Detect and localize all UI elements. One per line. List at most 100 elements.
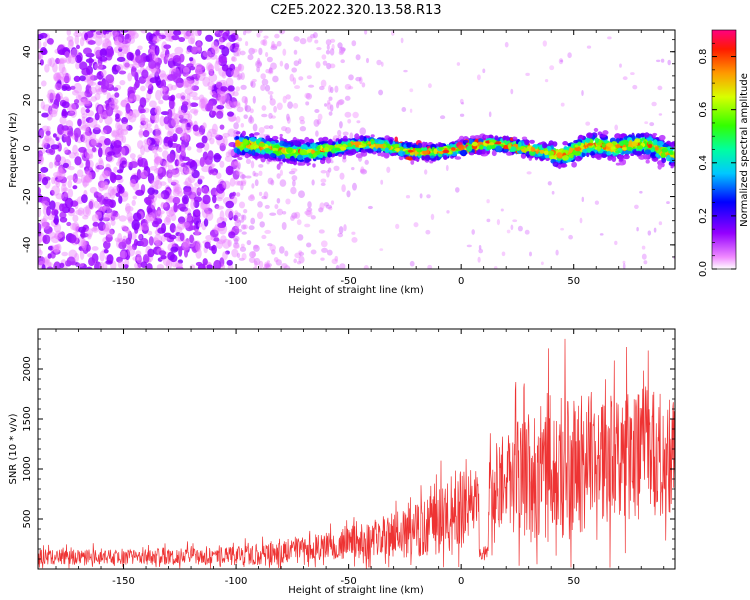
- spectrogram-cell: [135, 189, 145, 196]
- spectrogram-cell: [283, 265, 291, 269]
- spectrogram-cell: [208, 68, 215, 77]
- spectrogram-cell: [391, 152, 397, 156]
- spectrogram-cell: [86, 266, 93, 269]
- spectrogram-cell: [622, 154, 630, 160]
- spectrogram-cell: [58, 168, 67, 174]
- spectrogram-cell: [39, 148, 46, 155]
- spectrogram-cell: [517, 225, 523, 232]
- spectrogram-cell: [405, 156, 413, 161]
- spectrogram-cell: [348, 74, 354, 81]
- spectrogram-cell: [249, 114, 253, 123]
- spectrogram-cell: [255, 60, 263, 68]
- spectrogram-cell: [324, 103, 328, 107]
- spectrogram-cell: [252, 123, 258, 132]
- spectrogram-cell: [153, 157, 162, 164]
- spectrogram-cell: [115, 121, 121, 131]
- spectrogram-cell: [340, 59, 345, 64]
- spectrogram-cell: [322, 60, 328, 66]
- spectrogram-cell: [334, 147, 341, 151]
- spectrogram-cell: [159, 181, 167, 186]
- spectrogram-cell: [189, 79, 194, 91]
- spectrogram-cell: [585, 121, 591, 126]
- spectrogram-cell: [154, 156, 161, 165]
- spectrogram-cell: [344, 83, 352, 90]
- spectrogram-cell: [299, 37, 307, 45]
- spectrogram-cell: [471, 141, 478, 147]
- spectrogram-cell: [258, 126, 265, 134]
- spectrogram-cell: [364, 159, 369, 165]
- spectrogram-cell: [304, 92, 311, 99]
- spectrogram-cell: [240, 243, 245, 248]
- spectrogram-cell: [43, 214, 48, 222]
- spectrogram-cell: [207, 64, 215, 72]
- spectrogram-cell: [324, 151, 328, 158]
- spectrogram-cell: [104, 38, 110, 44]
- spectrogram-cell: [46, 205, 51, 217]
- spectrogram-cell: [237, 73, 243, 80]
- spectrogram-cell: [172, 196, 181, 205]
- spectrogram-cell: [256, 211, 264, 220]
- spectrogram-cell: [42, 104, 52, 112]
- spectrogram-y-label: Frequency (Hz): [8, 112, 19, 188]
- spectrogram-cell: [51, 208, 59, 216]
- spectrogram-cell: [402, 151, 406, 156]
- spectrogram-cell: [556, 152, 563, 158]
- spectrogram-cell: [327, 151, 333, 158]
- spectrogram-cell: [143, 196, 152, 204]
- spectrogram-cell: [298, 251, 305, 257]
- spectrogram-cell: [42, 234, 51, 245]
- spectrogram-cell: [191, 186, 198, 195]
- spectrogram-cell: [38, 187, 41, 195]
- spectrogram-cell: [95, 88, 103, 95]
- y-tick-label: 1500: [22, 406, 33, 431]
- spectrogram-cell: [142, 129, 150, 138]
- spectrogram-cell: [181, 138, 190, 148]
- spectrogram-cell: [284, 158, 291, 163]
- spectrogram-cell: [267, 69, 274, 75]
- spectrogram-cell: [256, 66, 261, 73]
- spectrogram-cell: [322, 136, 329, 142]
- spectrogram-cell: [157, 170, 164, 180]
- spectrogram-cell: [276, 40, 282, 47]
- spectrogram-cell: [607, 155, 613, 161]
- spectrogram-cell: [227, 239, 232, 247]
- spectrogram-cell: [138, 234, 143, 240]
- spectrogram-cell: [113, 166, 118, 173]
- spectrogram-cell: [92, 127, 101, 135]
- spectrogram-cell: [135, 250, 142, 257]
- spectrogram-cell: [191, 169, 200, 179]
- spectrogram-cell: [187, 37, 195, 45]
- spectrogram-cell: [154, 108, 159, 113]
- spectrogram-cell: [312, 32, 318, 39]
- spectrogram-cell: [244, 99, 248, 105]
- spectrogram-cell: [120, 128, 129, 136]
- spectrogram-cell: [614, 240, 618, 246]
- spectrogram-cell: [152, 128, 161, 137]
- spectrogram-cell: [163, 217, 171, 226]
- spectrogram-cell: [113, 38, 120, 46]
- spectrogram-cell: [284, 63, 290, 70]
- spectrogram-cell: [82, 131, 91, 139]
- spectrogram-cell: [236, 148, 241, 155]
- spectrogram-cell: [57, 165, 63, 175]
- spectrogram-cell: [88, 257, 96, 267]
- spectrogram-cell: [132, 212, 142, 222]
- spectrogram-cell: [162, 150, 169, 159]
- spectrogram-cell: [51, 185, 60, 196]
- spectrogram-cell: [116, 256, 123, 263]
- spectrogram-cell: [287, 101, 294, 109]
- spectrogram-cell: [240, 122, 245, 128]
- spectrogram-cell: [256, 61, 262, 67]
- spectrogram-cell: [578, 134, 584, 139]
- spectrogram-cell: [166, 130, 173, 137]
- spectrogram-cell: [251, 183, 255, 189]
- spectrogram-cell: [257, 57, 261, 65]
- spectrogram-cell: [656, 140, 664, 146]
- spectrogram-cell: [305, 101, 310, 106]
- spectrogram-cell: [196, 30, 202, 36]
- spectrogram-cell: [58, 57, 67, 64]
- spectrogram-cell: [80, 134, 86, 143]
- spectrogram-cell: [41, 264, 46, 269]
- x-tick-label: 0: [458, 576, 464, 587]
- spectrogram-cell: [115, 113, 120, 120]
